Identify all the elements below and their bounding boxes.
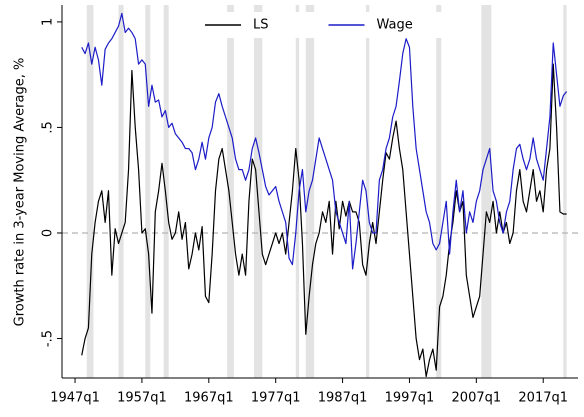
x-tick-label: 1987q1: [318, 391, 368, 406]
shaded-period: [145, 5, 151, 378]
shaded-period: [436, 5, 442, 378]
y-tick-label: .5: [41, 121, 56, 133]
legend-label: LS: [253, 18, 269, 33]
shaded-period: [163, 5, 169, 378]
shaded-period: [118, 5, 124, 378]
x-tick-label: 1967q1: [184, 391, 234, 406]
shaded-period: [563, 5, 567, 378]
x-tick-label: 1997q1: [385, 391, 435, 406]
shaded-period: [365, 5, 370, 378]
x-tick-label: 1977q1: [251, 391, 301, 406]
shaded-period: [305, 5, 315, 378]
shaded-period: [86, 5, 94, 378]
series-line: [81, 12, 568, 270]
legend: LS Wage: [196, 12, 446, 38]
y-axis-title: Growth rate in 3-year Moving Average, %: [13, 58, 28, 327]
y-tick-label: 0: [41, 229, 56, 237]
series-line: [81, 63, 567, 378]
y-tick-label: -.5: [41, 330, 56, 347]
x-tick-label: 1947q1: [50, 391, 100, 406]
shaded-period: [227, 5, 234, 378]
x-tick-label: 2007q1: [452, 391, 502, 406]
shaded-period: [481, 5, 492, 378]
y-tick-label: 1: [41, 18, 56, 26]
shaded-period: [253, 5, 263, 378]
legend-label: Wage: [377, 18, 413, 33]
shaded-period: [295, 5, 300, 378]
x-tick-label: 1957q1: [117, 391, 167, 406]
x-tick-label: 2017q1: [518, 391, 568, 406]
